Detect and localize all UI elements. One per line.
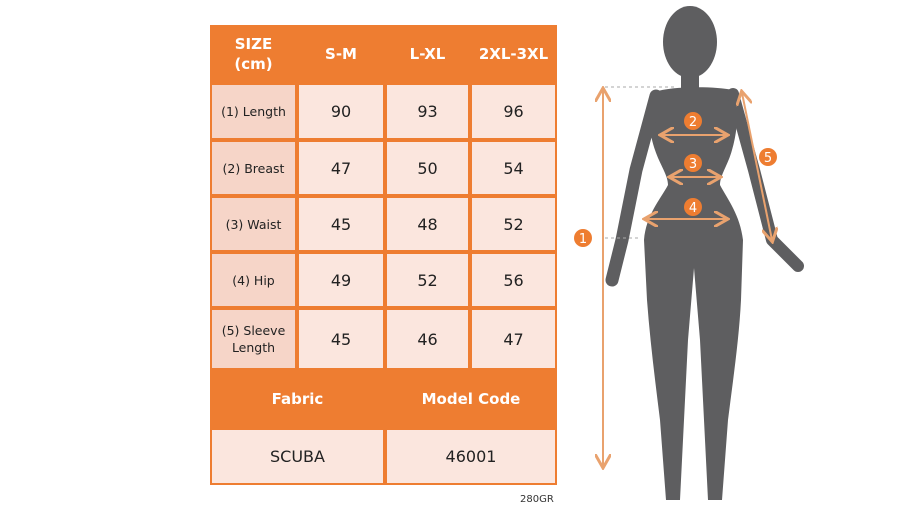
size-value: 54 (472, 142, 555, 194)
row-label-line: (5) Sleeve (221, 323, 286, 338)
size-value: 90 (299, 85, 383, 138)
size-value: 96 (472, 85, 555, 138)
silhouette (605, 6, 804, 500)
model-code-header: Model Code (421, 390, 521, 408)
size-chart-table: SIZE (cm) S-M L-XL 2XL-3XL (1) Length 90 9… (210, 25, 557, 485)
size-value: 93 (387, 85, 468, 138)
size-value: 52 (472, 198, 555, 250)
header-s-m: S-M (325, 45, 357, 63)
header-size: SIZE (cm) (210, 25, 297, 83)
size-value: 56 (472, 254, 555, 306)
row-label: (2) Breast (212, 142, 295, 194)
size-value: 45 (299, 310, 383, 368)
row-label-line: Length (231, 340, 276, 355)
row-label: (3) Waist (212, 198, 295, 250)
weight-note: 280GR (520, 494, 554, 505)
size-value: 47 (472, 310, 555, 368)
size-value: 48 (387, 198, 468, 250)
row-label: (4) Hip (212, 254, 295, 306)
header-2xl-3xl: 2XL-3XL (478, 45, 549, 63)
fabric-header: Fabric (271, 390, 324, 408)
header-unit-label: (cm) (234, 55, 273, 73)
size-value: 52 (387, 254, 468, 306)
marker-number: 3 (689, 157, 697, 172)
row-label: (1) Length (212, 85, 295, 138)
marker-number: 1 (579, 232, 587, 247)
measurement-markers: 1 2 3 4 5 (574, 112, 777, 247)
size-value: 49 (299, 254, 383, 306)
size-value: 47 (299, 142, 383, 194)
marker-number: 2 (689, 115, 697, 130)
marker-4: 4 (684, 198, 702, 216)
header-size-label: SIZE (234, 35, 273, 53)
row-label: (5) Sleeve Length (212, 310, 295, 368)
size-value: 45 (299, 198, 383, 250)
marker-1: 1 (574, 229, 592, 247)
marker-number: 4 (689, 201, 697, 216)
marker-3: 3 (684, 154, 702, 172)
marker-5: 5 (759, 148, 777, 166)
fabric-value: SCUBA (212, 430, 383, 483)
size-value: 46 (387, 310, 468, 368)
marker-2: 2 (684, 112, 702, 130)
marker-number: 5 (764, 151, 772, 166)
header-l-xl: L-XL (409, 45, 446, 63)
measure-guides (603, 87, 772, 466)
model-code-value: 46001 (387, 430, 555, 483)
size-value: 50 (387, 142, 468, 194)
